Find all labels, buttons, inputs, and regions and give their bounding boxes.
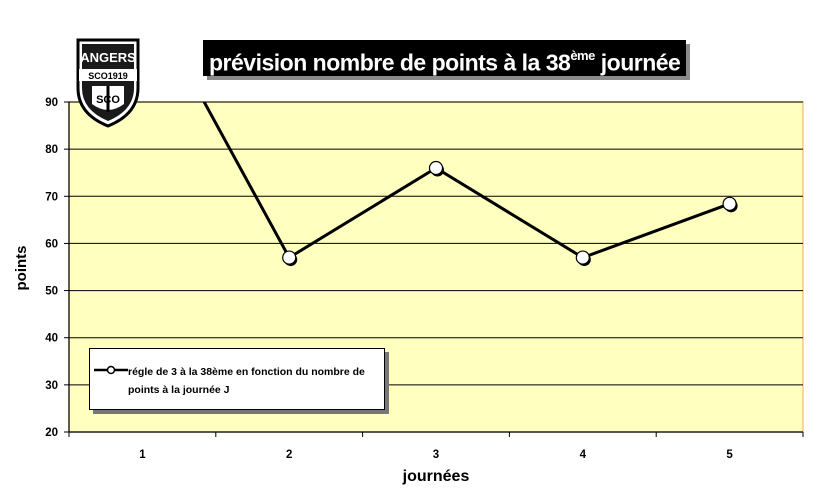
logo-bottom-text: SCO [96,94,120,106]
y-tick-label: 30 [45,380,58,392]
chart-title: prévision nombre de points à la 38ème jo… [203,40,687,76]
data-point [428,160,444,176]
x-tick-label: 5 [726,449,733,461]
legend-entry-label: régle de 3 à la 38ème en fonction du nom… [128,366,365,396]
legend: régle de 3 à la 38ème en fonction du nom… [89,348,385,410]
legend-line-marker-icon [94,365,128,375]
logo-top-text: ANGERS [80,50,136,65]
logo-band-text: SCO1919 [88,71,128,81]
y-tick-label: 20 [45,427,58,439]
title-superscript: ème [570,48,595,63]
title-main: prévision nombre de points à la 38 [209,49,571,76]
y-tick-labels: 20 30 40 50 60 70 80 90 [45,97,58,439]
y-tick-label: 60 [45,238,58,250]
data-point [282,250,297,265]
x-tick-label: 1 [139,449,146,461]
x-tick-labels: 1 2 3 4 5 [139,449,733,461]
series-layer [202,102,738,267]
x-tick-label: 3 [433,449,439,461]
y-tick-label: 50 [45,286,58,298]
angers-sco-logo: ANGERS SCO1919 SCO [74,36,142,128]
axes [64,101,804,437]
title-suffix: journée [594,49,681,76]
x-tick-label: 2 [286,449,292,461]
y-tick-label: 40 [45,333,58,345]
y-axis-label: points [13,246,30,291]
x-axis-label: journées [402,468,470,485]
data-point [575,250,590,265]
data-point [722,196,737,211]
y-tick-label: 70 [45,191,58,203]
y-tick-label: 80 [45,144,58,156]
y-tick-label: 90 [45,97,58,109]
x-tick-label: 4 [580,449,587,461]
